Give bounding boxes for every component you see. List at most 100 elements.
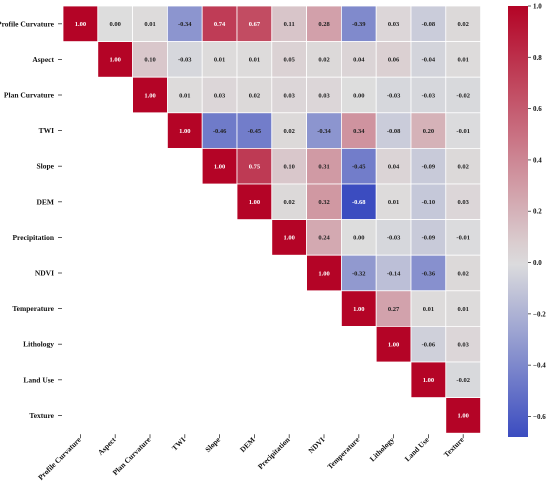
heatmap-cell	[132, 41, 168, 78]
cell-value-label: 0.03	[214, 92, 226, 99]
colorbar-tick-label: −0.2	[533, 310, 546, 318]
row-label: Temperature	[12, 304, 54, 313]
cell-value-label: -0.03	[178, 57, 192, 64]
row-labels: Profile Curvature Aspect Plan Curvature TWI…	[0, 19, 62, 420]
colorbar-gradient	[508, 6, 528, 437]
cell-value-label: -0.03	[422, 92, 436, 99]
cell-value-label: 0.20	[423, 128, 434, 135]
cell-value-label: -0.32	[352, 270, 366, 277]
cell-value-label: -0.34	[317, 128, 331, 135]
heatmap-cell	[271, 112, 307, 149]
cell-value-label: 0.01	[249, 57, 260, 64]
heatmap-cell	[306, 183, 342, 220]
heatmap-cell	[410, 325, 447, 363]
cell-value-label: 0.04	[388, 164, 400, 171]
heatmap-cell	[340, 290, 377, 327]
cell-value-label: 0.31	[318, 164, 329, 171]
heatmap-cell	[271, 41, 307, 78]
cell-value-label: -0.14	[387, 270, 401, 277]
cell-value-label: 0.02	[284, 128, 295, 135]
cell-value-label: -0.03	[387, 92, 401, 99]
cell-value-label: 0.03	[458, 199, 470, 206]
heatmap-cell	[236, 112, 273, 149]
cell-value-label: 1.00	[423, 377, 434, 384]
cell-value-label: 0.01	[179, 92, 190, 99]
cell-value-label: -0.04	[422, 57, 436, 64]
heatmap-cell	[375, 147, 412, 185]
colorbar-tick-label: 0.8	[533, 54, 542, 62]
row-label: Texture	[29, 411, 54, 420]
heatmap-cell	[271, 147, 307, 185]
heatmap-cell	[375, 254, 412, 292]
colorbar-tick-label: 0.2	[533, 208, 542, 216]
row-label: Profile Curvature	[0, 19, 55, 28]
cell-value-label: -0.45	[248, 128, 262, 135]
heatmap-cell	[445, 41, 481, 78]
colorbar-tick-label: −0.4	[533, 362, 546, 370]
cell-value-label: 0.00	[110, 21, 121, 28]
heatmap-cell	[306, 219, 342, 256]
colorbar-tick-label: 1.0	[533, 3, 542, 11]
cell-value-label: 0.00	[353, 92, 364, 99]
cell-value-label: 0.27	[388, 306, 400, 313]
column-label: Land Use	[403, 435, 431, 463]
row-label: DEM	[37, 197, 55, 206]
cell-value-label: 0.24	[318, 235, 330, 242]
cell-value-label: 0.11	[284, 21, 295, 28]
heatmap-cell	[97, 41, 134, 78]
cell-value-label: 0.02	[458, 21, 469, 28]
heatmap-cell	[445, 361, 481, 398]
cell-value-label: 0.02	[458, 270, 469, 277]
cell-value-label: 1.00	[249, 199, 260, 206]
cell-value-label: 0.01	[458, 306, 469, 313]
heatmap-cell	[375, 183, 412, 220]
colorbar-tick-label: 0.4	[533, 156, 542, 164]
cell-value-label: 0.01	[144, 21, 155, 28]
cell-value-label: -0.39	[352, 21, 366, 28]
cell-value-label: -0.01	[456, 235, 470, 242]
column-label: Lithology	[368, 435, 396, 463]
row-label: Aspect	[32, 55, 54, 64]
heatmap-cell	[306, 147, 342, 185]
heatmap-cell	[306, 41, 342, 78]
cell-value-label: 0.10	[284, 164, 295, 171]
cell-value-label: 0.02	[249, 92, 260, 99]
heatmap-cell	[306, 254, 342, 292]
heatmap-cell	[62, 5, 99, 42]
cell-value-label: 1.00	[353, 306, 364, 313]
cell-value-label: 0.28	[318, 21, 330, 28]
heatmap-cell	[166, 112, 203, 149]
heatmap-cell	[410, 183, 447, 220]
cell-value-label: 0.02	[318, 57, 329, 64]
heatmap-cell	[201, 41, 238, 78]
cell-value-label: 1.00	[144, 92, 155, 99]
cell-value-label: 0.01	[423, 306, 434, 313]
cell-value-label: -0.03	[387, 235, 401, 242]
cell-value-label: 0.03	[284, 92, 296, 99]
cell-value-label: 0.10	[144, 57, 155, 64]
column-label: Texture	[442, 435, 466, 459]
cell-value-label: 1.00	[318, 270, 329, 277]
cell-value-label: -0.10	[422, 199, 436, 206]
cell-value-label: 0.02	[284, 199, 295, 206]
cell-value-label: -0.01	[456, 128, 470, 135]
heatmap-cell	[445, 112, 481, 149]
heatmap-cell	[236, 41, 273, 78]
cell-value-label: -0.34	[178, 21, 192, 28]
cell-value-label: 0.01	[388, 199, 399, 206]
heatmap-cell	[340, 183, 377, 220]
cell-value-label: 1.00	[75, 21, 86, 28]
heatmap-cell	[410, 254, 447, 292]
heatmap-cell	[410, 147, 447, 185]
heatmap-cell	[340, 41, 377, 78]
colorbar-tick-label: −0.6	[533, 413, 546, 421]
row-label: TWI	[39, 126, 55, 135]
column-label: Precipitation	[256, 435, 292, 471]
heatmap-cell	[236, 5, 273, 42]
heatmap-cell	[375, 325, 412, 363]
heatmap-cell	[97, 5, 134, 42]
heatmap-cell	[375, 5, 412, 42]
heatmap-cell	[306, 5, 342, 42]
heatmap-cell	[375, 290, 412, 327]
